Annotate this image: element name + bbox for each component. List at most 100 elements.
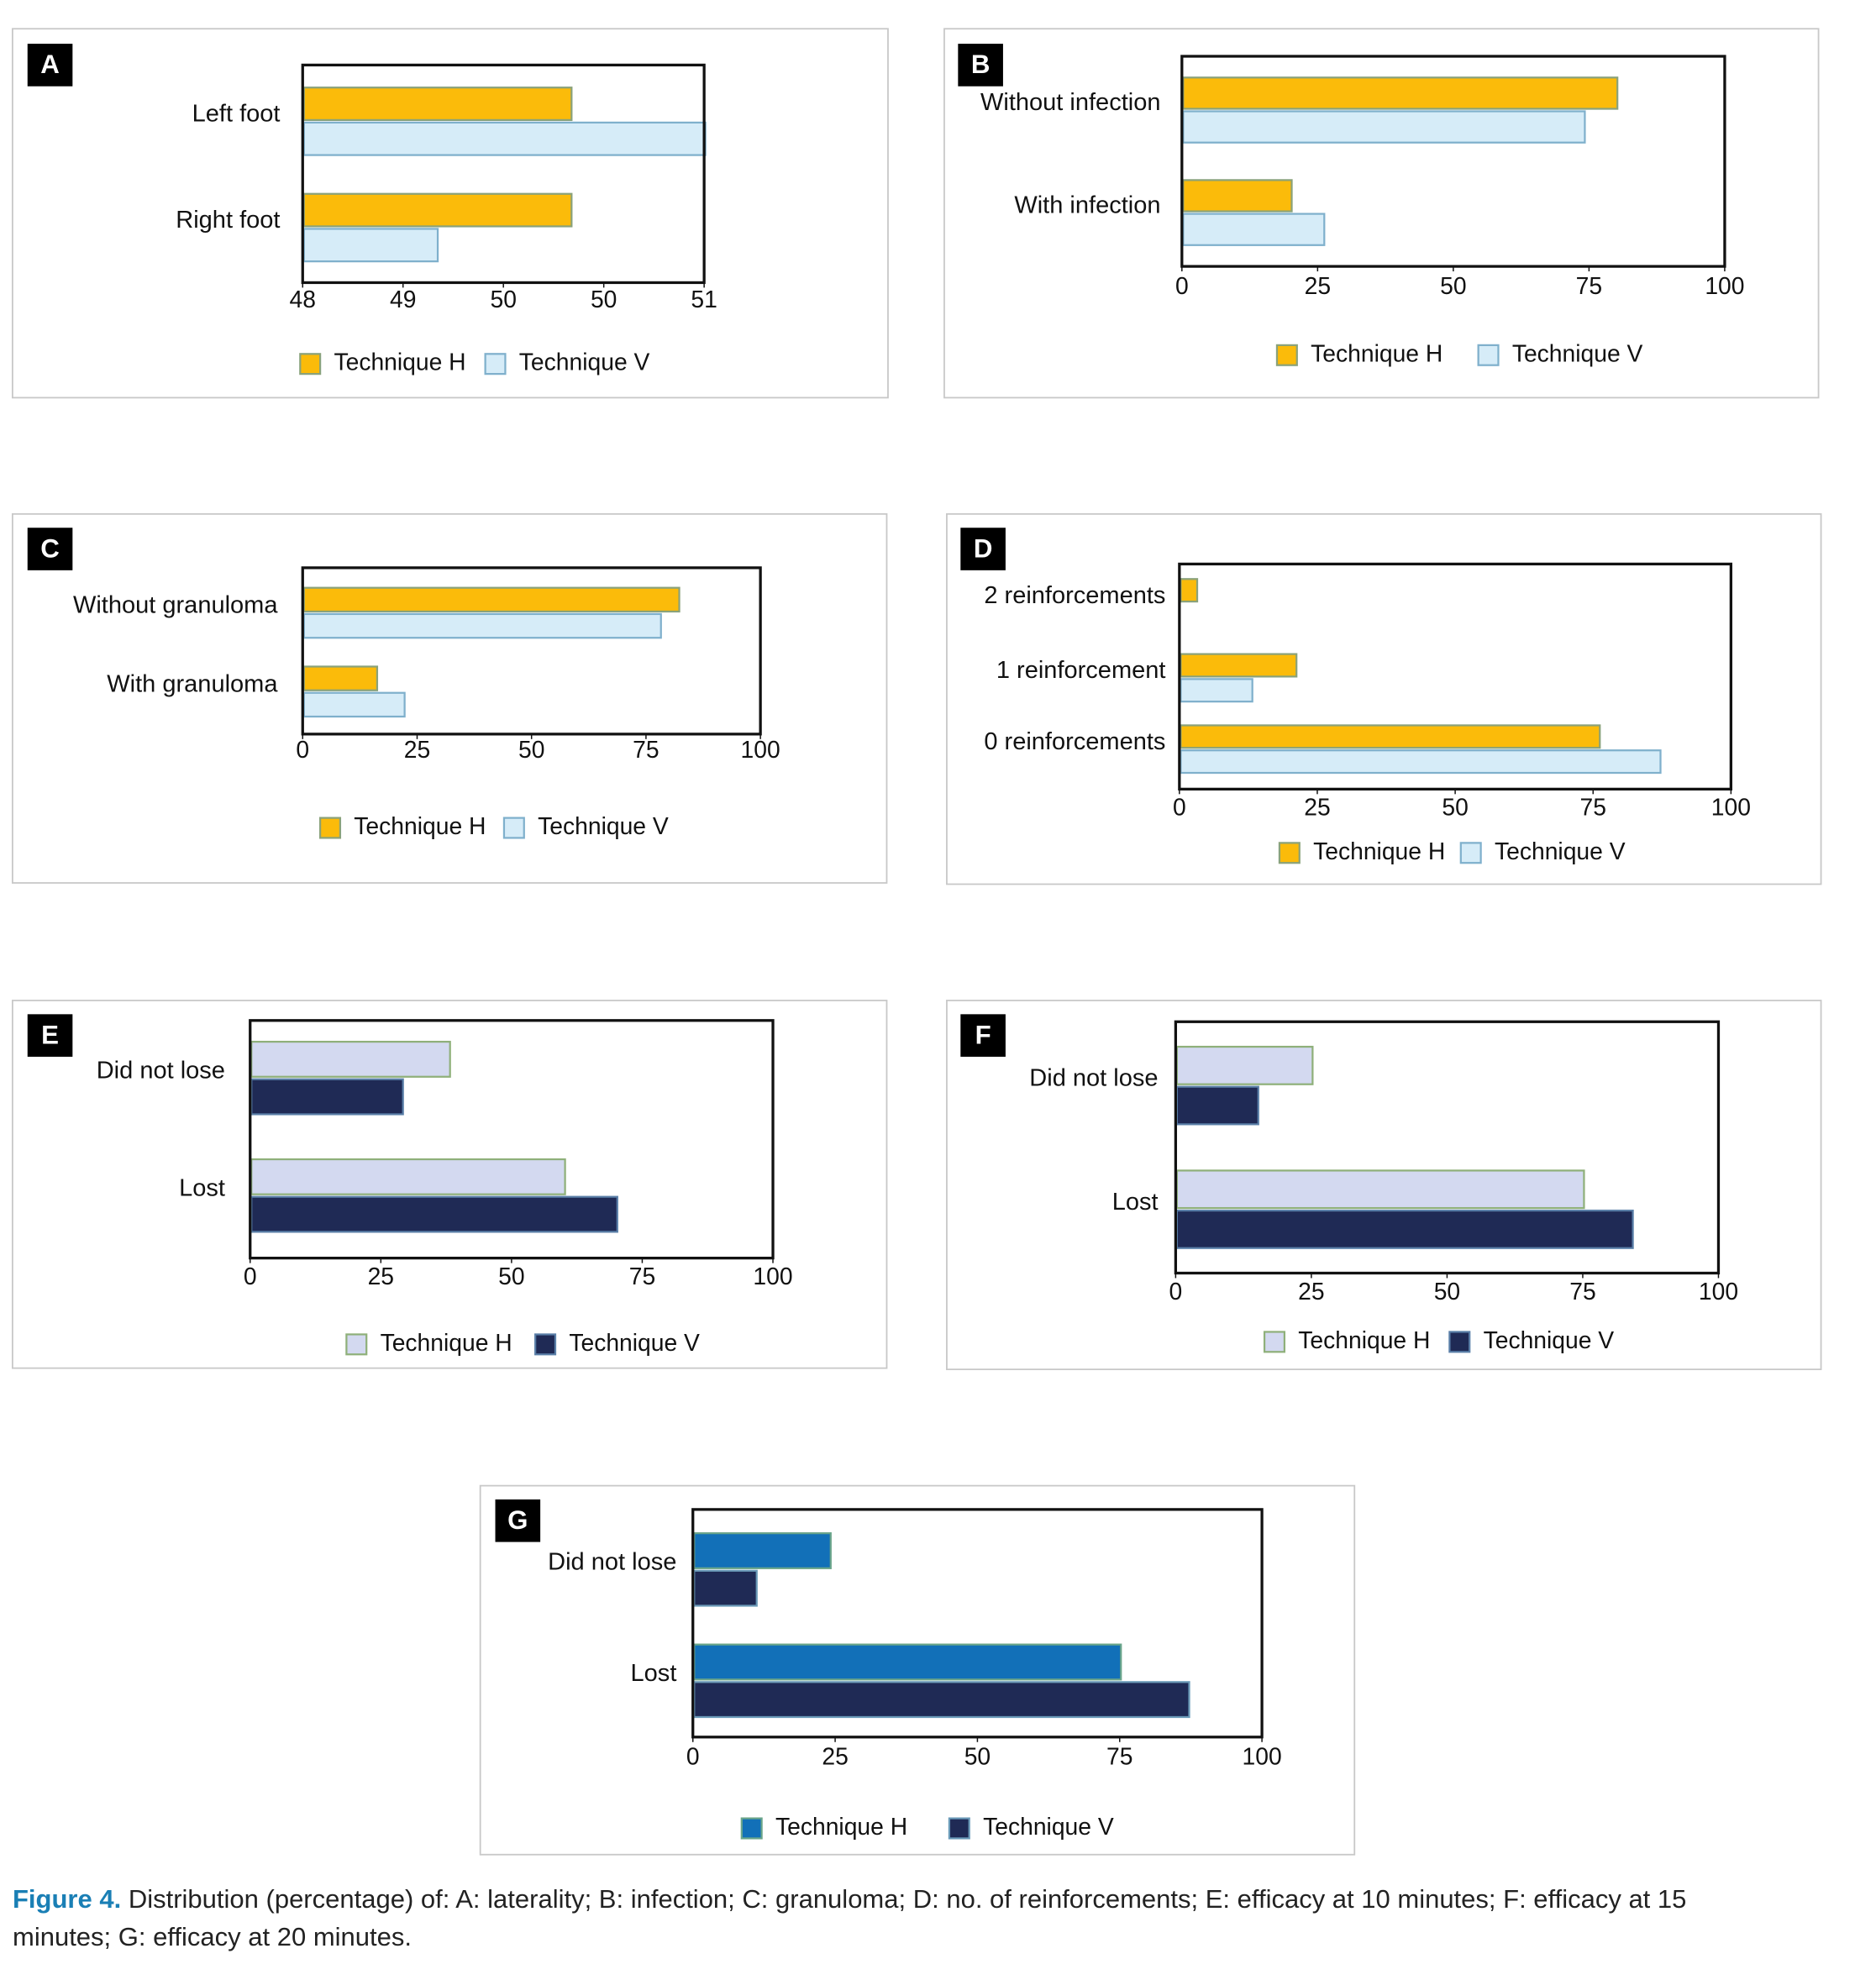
plot-frame bbox=[1174, 1020, 1721, 1275]
bar bbox=[302, 665, 379, 691]
legend-swatch bbox=[1263, 1331, 1286, 1353]
category-label: Left foot bbox=[192, 101, 281, 128]
x-tick-label: 100 bbox=[1705, 272, 1744, 299]
plot-frame bbox=[249, 1019, 775, 1260]
legend-swatch bbox=[1448, 1331, 1471, 1353]
x-tick-label: 75 bbox=[1106, 1743, 1132, 1770]
panel-letter-box bbox=[960, 528, 1006, 570]
bar bbox=[1182, 76, 1619, 110]
x-tick-label: 0 bbox=[244, 1263, 257, 1289]
category-label: With infection bbox=[1014, 192, 1160, 218]
category-label: Did not lose bbox=[97, 1057, 225, 1084]
x-tick-label: 50 bbox=[1434, 1278, 1460, 1305]
x-tick-label: 75 bbox=[1576, 272, 1602, 299]
panel-border bbox=[11, 512, 888, 884]
x-tick-label: 50 bbox=[964, 1743, 991, 1770]
bar bbox=[1175, 1169, 1585, 1210]
bar bbox=[1180, 653, 1298, 678]
x-tick-label: 50 bbox=[518, 736, 544, 763]
panel-border bbox=[946, 512, 1822, 885]
category-label: Without granuloma bbox=[73, 592, 278, 619]
bar bbox=[1180, 749, 1662, 775]
bar bbox=[1182, 179, 1293, 213]
legend-swatch bbox=[740, 1817, 763, 1840]
bar bbox=[693, 1569, 758, 1607]
bar bbox=[1180, 678, 1253, 703]
panel-letter-box bbox=[27, 528, 73, 570]
bar bbox=[1182, 110, 1586, 144]
x-tick-label: 75 bbox=[1580, 794, 1606, 821]
x-tick-label: 25 bbox=[1304, 794, 1330, 821]
panel-border bbox=[11, 28, 889, 399]
x-tick-label: 100 bbox=[1243, 1743, 1282, 1770]
legend-label: Technique H bbox=[1313, 838, 1445, 864]
category-label: With granuloma bbox=[107, 670, 278, 697]
category-label: Lost bbox=[1112, 1189, 1159, 1216]
legend-swatch bbox=[502, 817, 525, 839]
chart-grid: A 48 49 50 50 51 Left foot Right foot Technique … bbox=[11, 28, 1822, 1856]
legend-label: Technique V bbox=[983, 1813, 1114, 1840]
bar bbox=[250, 1078, 404, 1116]
bar bbox=[1180, 578, 1199, 603]
panel-letter: B bbox=[971, 50, 991, 79]
bar bbox=[1175, 1045, 1314, 1085]
x-tick-label: 50 bbox=[498, 1263, 524, 1289]
legend-swatch bbox=[1278, 842, 1301, 864]
x-tick-label: 49 bbox=[390, 286, 416, 312]
legend-swatch bbox=[484, 353, 507, 376]
bar bbox=[693, 1532, 832, 1569]
legend-label: Technique V bbox=[538, 812, 669, 839]
legend-label: Technique H bbox=[1298, 1326, 1430, 1353]
x-tick-label: 75 bbox=[1569, 1278, 1595, 1305]
category-label: 1 reinforcement bbox=[996, 657, 1166, 684]
panel-letter: A bbox=[40, 50, 60, 79]
x-tick-label: 100 bbox=[1699, 1278, 1738, 1305]
legend-swatch bbox=[948, 1817, 970, 1840]
legend-swatch bbox=[534, 1333, 557, 1356]
x-tick-label: 75 bbox=[629, 1263, 655, 1289]
category-label: Without infection bbox=[980, 89, 1161, 116]
panel-letter: C bbox=[40, 533, 60, 563]
legend-label: Technique H bbox=[1311, 339, 1442, 366]
x-tick-label: 25 bbox=[822, 1743, 848, 1770]
x-tick-label: 50 bbox=[1442, 794, 1468, 821]
plot-frame bbox=[1178, 562, 1732, 791]
bar bbox=[250, 1040, 451, 1078]
x-tick-label: 48 bbox=[290, 286, 316, 312]
bar bbox=[302, 121, 707, 156]
bar bbox=[302, 228, 439, 263]
legend-label: Technique H bbox=[381, 1329, 512, 1356]
panel-letter-box bbox=[960, 1014, 1006, 1057]
x-tick-label: 50 bbox=[1440, 272, 1466, 299]
x-tick-label: 50 bbox=[490, 286, 516, 312]
x-tick-label: 51 bbox=[691, 286, 717, 312]
legend-swatch bbox=[345, 1333, 368, 1356]
x-tick-label: 0 bbox=[296, 736, 309, 763]
x-tick-label: 25 bbox=[404, 736, 430, 763]
category-label: 2 reinforcements bbox=[984, 582, 1165, 609]
x-tick-label: 0 bbox=[1175, 272, 1189, 299]
bar bbox=[302, 192, 573, 228]
panel-letter: E bbox=[41, 1020, 59, 1049]
x-tick-label: 100 bbox=[741, 736, 780, 763]
panel-letter-box bbox=[495, 1499, 541, 1542]
legend-label: Technique V bbox=[519, 349, 650, 376]
panel-border bbox=[479, 1484, 1356, 1856]
x-tick-label: 100 bbox=[1711, 794, 1751, 821]
category-label: Did not lose bbox=[548, 1549, 676, 1576]
legend-swatch bbox=[318, 817, 342, 839]
category-label: Lost bbox=[179, 1174, 225, 1201]
x-tick-label: 100 bbox=[753, 1263, 792, 1289]
bar bbox=[1180, 724, 1601, 749]
legend-label: Technique H bbox=[354, 812, 486, 839]
caption-text: Distribution (percentage) of: A: lateral… bbox=[13, 1884, 1687, 1951]
legend-label: Technique V bbox=[1484, 1326, 1615, 1353]
panel-letter: D bbox=[974, 533, 993, 563]
bar bbox=[1175, 1085, 1259, 1126]
plot-frame bbox=[301, 63, 706, 285]
bar bbox=[693, 1643, 1122, 1681]
bar bbox=[1175, 1209, 1634, 1249]
category-label: Right foot bbox=[176, 207, 280, 234]
x-tick-label: 0 bbox=[1169, 1278, 1183, 1305]
